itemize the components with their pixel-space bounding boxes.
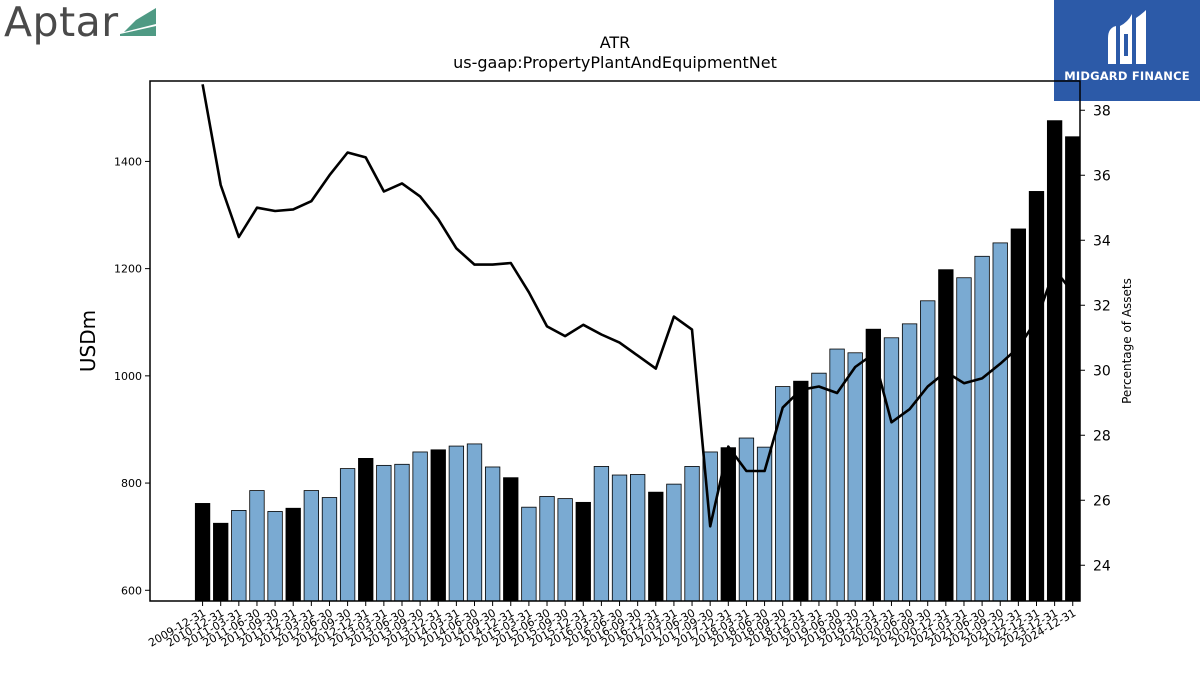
bar — [503, 477, 519, 602]
y-tick-label: 1400 — [114, 155, 142, 168]
bar — [938, 269, 954, 602]
bar — [847, 352, 863, 602]
y-axis-label: USDm — [76, 310, 100, 372]
y-tick-label: 800 — [121, 477, 142, 490]
bar — [630, 474, 646, 602]
y2-tick-label: 26 — [1093, 493, 1111, 509]
midgard-logo-text: MIDGARD FINANCE — [1064, 69, 1190, 83]
bar — [974, 255, 990, 602]
y2-tick-label: 38 — [1093, 103, 1111, 119]
bar — [793, 380, 809, 602]
bar — [448, 445, 465, 602]
y-tick-label: 1200 — [114, 263, 142, 276]
bar — [194, 503, 211, 602]
y2-tick-label: 24 — [1093, 558, 1111, 574]
bar — [376, 464, 392, 602]
y-tick-label: 600 — [121, 584, 142, 597]
bar — [883, 337, 900, 602]
midgard-logo-mark-icon — [1108, 10, 1146, 64]
bar — [992, 242, 1008, 602]
bar — [557, 498, 573, 602]
bar — [213, 522, 229, 602]
y2-tick-label: 34 — [1093, 233, 1111, 249]
midgard-finance-logo: MIDGARD FINANCE — [1054, 0, 1200, 101]
bar — [956, 277, 972, 602]
bar — [466, 443, 483, 602]
bar — [321, 497, 338, 602]
bar — [521, 506, 537, 602]
bar — [484, 466, 501, 602]
bar — [285, 507, 301, 602]
bar — [1065, 136, 1081, 602]
y2-axis-label: Percentage of Assets — [1120, 278, 1134, 404]
bar — [593, 466, 610, 602]
bar — [1010, 228, 1027, 602]
bar — [920, 300, 936, 602]
y2-tick-label: 32 — [1093, 298, 1111, 314]
y-tick-label: 1000 — [114, 370, 142, 383]
aptar-logo: Aptar — [4, 0, 164, 50]
bar — [339, 468, 356, 602]
y2-tick-label: 36 — [1093, 168, 1111, 184]
bar — [412, 451, 428, 602]
bar — [539, 496, 555, 602]
series-line-pct-of-assets — [201, 84, 1074, 528]
bar — [575, 501, 591, 602]
chart-subtitle: us-gaap:PropertyPlantAndEquipmentNet — [453, 53, 777, 72]
bar — [231, 510, 247, 602]
bar — [901, 323, 918, 602]
plot-frame — [149, 80, 1081, 602]
bar — [303, 490, 319, 602]
y2-tick-label: 30 — [1093, 363, 1111, 379]
aptar-logo-mark-icon — [120, 8, 156, 36]
bar — [394, 463, 410, 602]
bar — [611, 474, 628, 602]
bar — [775, 386, 791, 602]
y2-tick-label: 28 — [1093, 428, 1111, 444]
bar — [267, 511, 283, 602]
chart-title: ATR — [600, 33, 631, 52]
bar — [684, 466, 700, 602]
bar — [1028, 191, 1045, 602]
bar — [811, 372, 827, 602]
aptar-logo-text: Aptar — [4, 0, 119, 46]
bar — [430, 449, 446, 602]
bar — [1046, 120, 1063, 602]
bar — [666, 483, 682, 602]
bar — [358, 458, 374, 602]
bar — [249, 490, 265, 602]
bar — [648, 491, 664, 602]
